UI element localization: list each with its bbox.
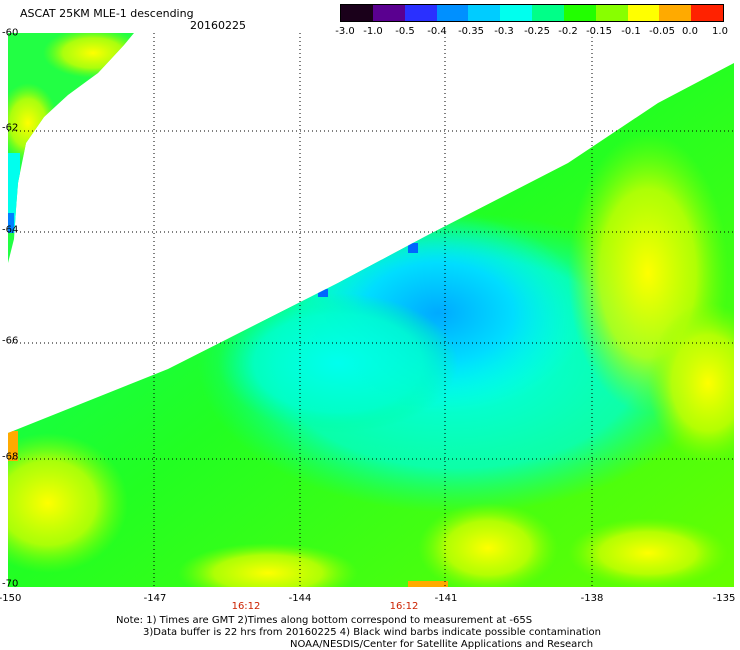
time-label: 16:12: [389, 601, 419, 612]
colorbar-label: -3.0: [335, 26, 355, 37]
wind-map: [8, 33, 734, 587]
colorbar-label: -0.4: [427, 26, 447, 37]
corner-swath: [8, 33, 134, 263]
lon-label: -138: [580, 593, 604, 604]
map-title: ASCAT 25KM MLE-1 descending: [20, 7, 194, 20]
lon-label: -135: [712, 593, 736, 604]
swath-data: [8, 63, 734, 587]
colorbar: [340, 4, 724, 22]
colorbar-label: 1.0: [712, 26, 728, 37]
lat-label: -66: [2, 335, 19, 347]
footnote: 3)Data buffer is 22 hrs from 20160225 4)…: [143, 627, 601, 638]
colorbar-segment: [372, 5, 406, 21]
lat-label: -60: [2, 27, 19, 39]
colorbar-label: -0.3: [494, 26, 514, 37]
colorbar-label: -0.15: [586, 26, 612, 37]
footnote-credit: NOAA/NESDIS/Center for Satellite Applica…: [290, 639, 594, 650]
colorbar-label: 0.0: [682, 26, 698, 37]
colorbar-segment: [436, 5, 469, 21]
colorbar-segment: [595, 5, 628, 21]
colorbar-segment: [468, 5, 501, 21]
lon-label: -147: [143, 593, 167, 604]
lat-label: -64: [2, 224, 19, 236]
colorbar-label: -0.5: [395, 26, 415, 37]
grid-lines: [8, 33, 734, 587]
lon-label: -150: [0, 593, 22, 604]
colorbar-segment: [532, 5, 565, 21]
time-label: 16:12: [231, 601, 261, 612]
colorbar-label: -1.0: [363, 26, 383, 37]
lat-label: -68: [2, 451, 19, 463]
colorbar-segment: [659, 5, 692, 21]
lat-label: -62: [2, 122, 19, 134]
colorbar-label: -0.2: [558, 26, 578, 37]
footnote: Note: 1) Times are GMT 2)Times along bot…: [116, 615, 533, 626]
colorbar-segment: [404, 5, 437, 21]
colorbar-label: -0.35: [458, 26, 484, 37]
colorbar-label: -0.1: [621, 26, 641, 37]
lon-label: -144: [288, 593, 312, 604]
map-date: 20160225: [190, 19, 246, 32]
colorbar-label: -0.05: [649, 26, 675, 37]
colorbar-label: -0.25: [524, 26, 550, 37]
map-canvas: [8, 33, 734, 587]
lon-label: -141: [434, 593, 458, 604]
colorbar-segment: [691, 5, 724, 21]
colorbar-segment: [341, 5, 374, 21]
colorbar-segment: [500, 5, 533, 21]
colorbar-segment: [627, 5, 660, 21]
lat-label: -70: [2, 578, 19, 590]
colorbar-segment: [563, 5, 597, 21]
